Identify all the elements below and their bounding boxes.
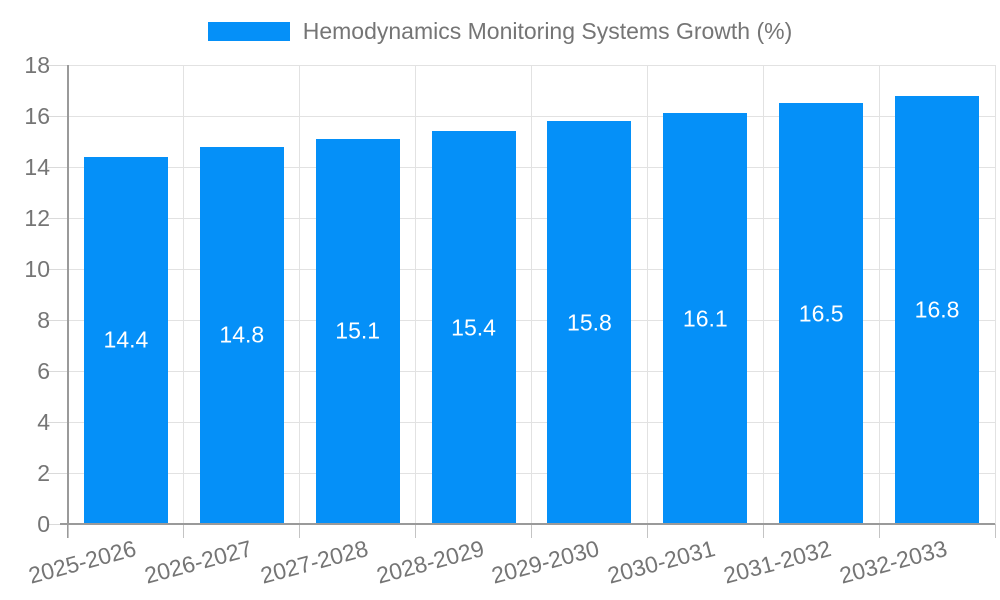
bar-value-label: 14.4	[103, 326, 149, 353]
x-tick-mark	[531, 524, 532, 538]
x-tick-label: 2027-2028	[257, 535, 371, 589]
y-axis-line	[67, 65, 69, 538]
y-tick-label: 14	[24, 154, 50, 180]
x-tick-mark	[67, 524, 69, 538]
bar-value-label: 15.4	[451, 314, 496, 341]
bar-value-label: 15.1	[335, 317, 381, 344]
gridline-vertical	[299, 65, 301, 524]
y-tick-mark	[48, 319, 68, 321]
bar-value-label: 16.5	[798, 300, 844, 327]
gridline-vertical	[646, 65, 648, 524]
y-tick-label: 4	[37, 409, 50, 435]
legend[interactable]: Hemodynamics Monitoring Systems Growth (…	[0, 19, 1000, 43]
x-tick-mark	[415, 524, 417, 538]
x-tick-mark	[878, 524, 880, 538]
bar[interactable]: 16.1	[663, 113, 748, 524]
y-tick-mark	[48, 472, 68, 474]
legend-swatch	[207, 21, 290, 41]
plot-area: 14.4 14.8 15.1 15.4 15.8 16.1 16.5 16.8	[68, 64, 996, 524]
gridline-vertical	[878, 65, 880, 524]
y-tick-mark	[48, 370, 68, 372]
x-tick-label: 2025-2026	[25, 535, 139, 589]
y-tick-label: 6	[37, 358, 50, 384]
x-tick-label: 2026-2027	[141, 535, 255, 589]
y-tick-mark	[48, 217, 68, 219]
bar-value-label: 15.8	[567, 309, 612, 336]
y-tick-mark	[48, 115, 68, 117]
gridline-vertical	[415, 65, 417, 524]
x-tick-label: 2031-2032	[720, 535, 834, 589]
x-tick-label: 2032-2033	[836, 535, 950, 589]
gridline-vertical	[183, 65, 185, 524]
y-tick-label: 18	[24, 52, 50, 78]
x-tick-mark	[762, 524, 764, 538]
x-tick-label: 2030-2031	[605, 535, 719, 589]
y-tick-label: 12	[24, 205, 50, 231]
y-tick-label: 10	[24, 256, 50, 282]
bar-value-label: 16.8	[914, 296, 960, 323]
gridline-vertical	[762, 65, 764, 524]
bar[interactable]: 14.8	[199, 146, 284, 524]
x-axis-line	[60, 523, 995, 525]
bar[interactable]: 14.4	[83, 156, 168, 524]
x-tick-mark	[994, 524, 996, 538]
bar[interactable]: 15.8	[547, 121, 632, 524]
x-tick-mark	[646, 524, 648, 538]
y-tick-label: 8	[37, 307, 50, 333]
gridline-vertical	[531, 65, 532, 524]
bar[interactable]: 15.1	[315, 138, 400, 524]
bar[interactable]: 16.8	[895, 95, 980, 524]
x-tick-mark	[183, 524, 185, 538]
x-tick-label: 2028-2029	[373, 535, 487, 589]
y-tick-mark	[48, 523, 68, 525]
y-tick-mark	[48, 421, 68, 423]
bar[interactable]: 15.4	[431, 131, 516, 524]
y-tick-mark	[48, 166, 68, 168]
x-tick-label: 2029-2030	[489, 535, 603, 589]
bar-value-label: 14.8	[219, 321, 265, 348]
y-tick-mark	[48, 64, 68, 66]
y-tick-mark	[48, 268, 68, 270]
legend-label: Hemodynamics Monitoring Systems Growth (…	[302, 18, 793, 44]
y-tick-label: 16	[24, 103, 50, 129]
x-tick-mark	[299, 524, 301, 538]
bar[interactable]: 16.5	[779, 103, 864, 524]
bar-value-label: 16.1	[682, 305, 728, 332]
y-tick-label: 0	[37, 511, 50, 537]
gridline-vertical	[994, 65, 996, 524]
y-tick-label: 2	[37, 460, 50, 486]
